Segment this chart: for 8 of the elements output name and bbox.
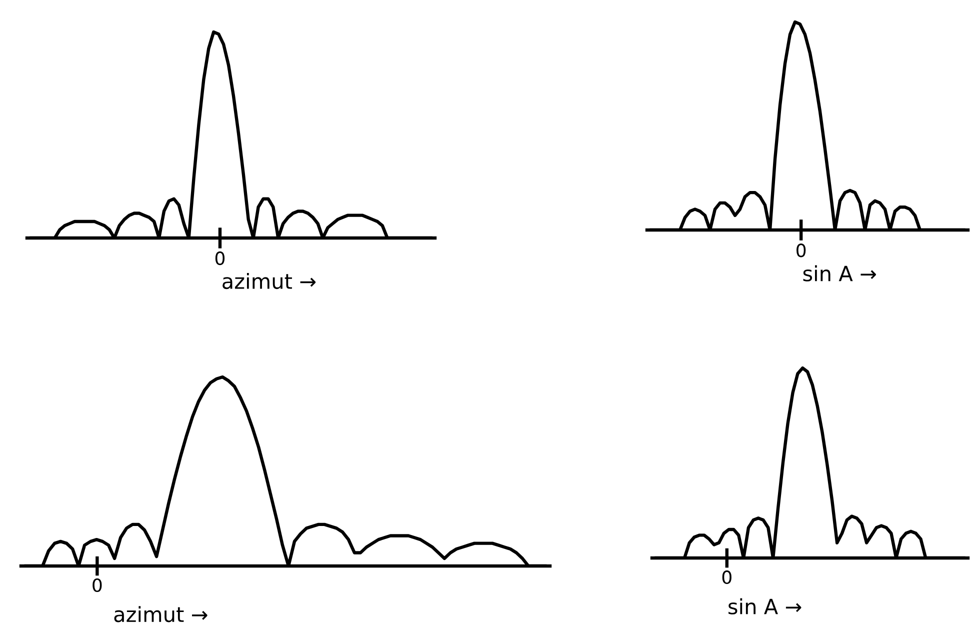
x-axis-title: azimut → [222, 272, 316, 290]
x-axis-title: azimut → [114, 606, 208, 622]
text: 0 [796, 244, 806, 258]
text: 0 [215, 251, 225, 266]
x-axis-title: sin A → [728, 598, 802, 614]
text: 0 [92, 578, 102, 592]
x-axis-title: sin A → [803, 265, 876, 282]
text: 0 [722, 570, 732, 584]
